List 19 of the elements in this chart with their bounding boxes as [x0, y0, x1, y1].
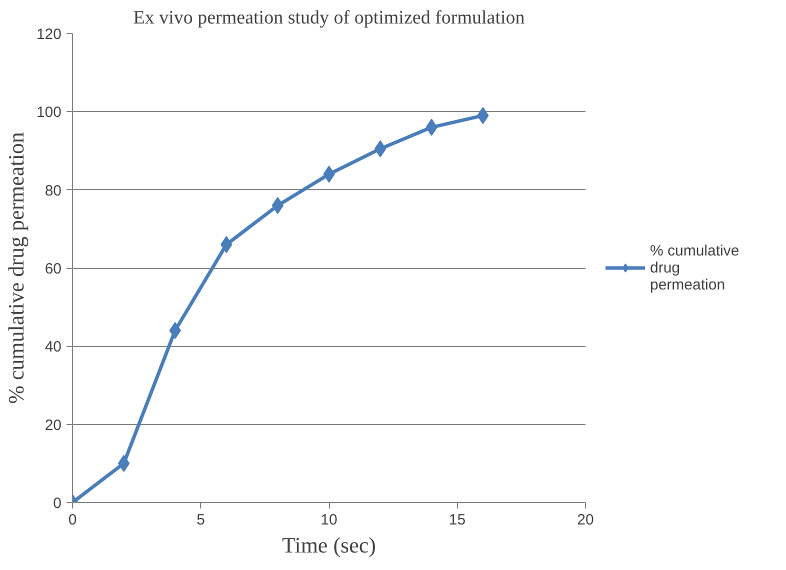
point: [118, 454, 130, 472]
x-tick-label: 20: [577, 512, 594, 528]
y-tick-label: 120: [36, 26, 62, 43]
y-tick-label: 20: [44, 416, 62, 434]
x-tick-label: 5: [196, 512, 205, 528]
legend-label: % cumulative drug permeation: [650, 242, 740, 293]
y-tick-label: 40: [44, 338, 62, 356]
x-tick-label: 0: [68, 512, 77, 528]
y-tick-label: 100: [36, 104, 62, 122]
x-tick-label: 15: [448, 512, 466, 528]
x-axis-title: Time (sec): [282, 532, 376, 558]
x-tick-label: 10: [320, 512, 338, 528]
point: [374, 140, 386, 158]
chart-title: Ex vivo permeation study of optimized formulation: [133, 8, 526, 28]
y-tick-label: 80: [44, 182, 62, 200]
y-axis-title: % cumulative drug permeation: [3, 132, 28, 404]
y-tick-label: 60: [44, 260, 62, 278]
point: [272, 196, 284, 214]
y-tick-label: 0: [53, 495, 62, 512]
